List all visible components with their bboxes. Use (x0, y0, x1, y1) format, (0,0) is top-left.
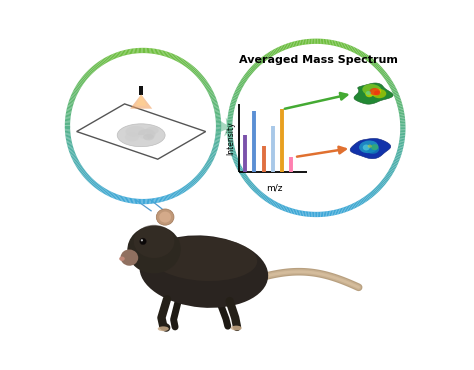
Ellipse shape (362, 84, 382, 96)
Polygon shape (354, 83, 393, 104)
Ellipse shape (138, 129, 155, 139)
Ellipse shape (120, 249, 138, 266)
Ellipse shape (363, 145, 370, 151)
Text: Intensity: Intensity (226, 121, 235, 155)
Ellipse shape (150, 236, 257, 281)
Ellipse shape (369, 88, 380, 95)
Ellipse shape (365, 144, 379, 154)
Ellipse shape (119, 256, 125, 261)
Circle shape (140, 238, 146, 245)
Ellipse shape (366, 91, 371, 95)
Polygon shape (136, 94, 146, 106)
Polygon shape (350, 138, 391, 159)
Ellipse shape (159, 212, 171, 223)
Text: m/z: m/z (266, 183, 283, 192)
Ellipse shape (143, 134, 154, 140)
Ellipse shape (372, 89, 386, 98)
Ellipse shape (158, 326, 169, 331)
Ellipse shape (365, 91, 373, 97)
Ellipse shape (368, 145, 372, 148)
Circle shape (70, 53, 216, 199)
FancyBboxPatch shape (139, 86, 143, 95)
Text: Averaged Mass Spectrum: Averaged Mass Spectrum (238, 55, 398, 65)
Ellipse shape (126, 126, 146, 137)
Ellipse shape (128, 226, 181, 273)
Ellipse shape (231, 326, 242, 330)
Ellipse shape (117, 124, 165, 147)
Ellipse shape (359, 141, 378, 153)
Ellipse shape (134, 225, 174, 258)
Ellipse shape (139, 235, 268, 308)
Circle shape (141, 239, 143, 241)
Ellipse shape (371, 144, 379, 150)
Circle shape (233, 44, 400, 212)
Ellipse shape (125, 133, 139, 141)
Ellipse shape (156, 209, 174, 225)
Ellipse shape (133, 135, 148, 143)
Ellipse shape (146, 127, 159, 134)
Polygon shape (77, 104, 206, 159)
Ellipse shape (371, 88, 381, 95)
Polygon shape (130, 94, 152, 109)
Ellipse shape (374, 90, 380, 95)
